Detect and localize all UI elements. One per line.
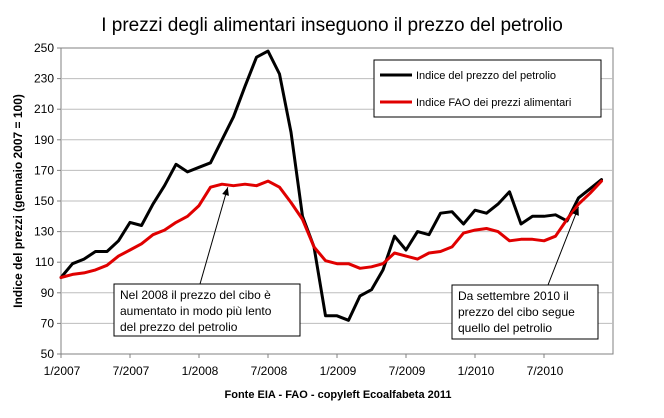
legend-label: Indice del prezzo del petrolio bbox=[416, 70, 556, 82]
x-tick-label: 1/2009 bbox=[320, 364, 357, 378]
annotation-arrow bbox=[547, 206, 579, 286]
y-tick-label: 190 bbox=[34, 133, 54, 147]
oil-price-line bbox=[59, 49, 603, 322]
y-tick-label: 90 bbox=[41, 286, 55, 300]
y-tick-label: 50 bbox=[41, 347, 55, 361]
y-tick-label: 70 bbox=[41, 316, 55, 330]
x-tick-label: 7/2009 bbox=[389, 364, 426, 378]
chart-title: I prezzi degli alimentari inseguono il p… bbox=[101, 15, 563, 36]
y-tick-label: 250 bbox=[34, 41, 54, 55]
annotation-text: quello del petrolio bbox=[458, 321, 552, 335]
legend: Indice del prezzo del petrolio Indice FAO… bbox=[373, 59, 602, 118]
annotation-text: prezzo del cibo segue bbox=[458, 305, 575, 319]
y-tick-label: 130 bbox=[34, 225, 54, 239]
x-tick-label: 1/2010 bbox=[458, 364, 495, 378]
annotations: Nel 2008 il prezzo del cibo è aumentato i… bbox=[113, 187, 599, 340]
y-tick-label: 170 bbox=[34, 163, 54, 177]
x-tick-label: 1/2007 bbox=[44, 364, 81, 378]
annotation-text: Nel 2008 il prezzo del cibo è bbox=[120, 288, 271, 302]
arrow-head bbox=[222, 187, 229, 196]
y-tick-label: 110 bbox=[35, 255, 54, 269]
legend-box bbox=[373, 59, 602, 118]
annotation-text: aumentato in modo più lento bbox=[120, 304, 272, 318]
food-price-line bbox=[59, 179, 603, 279]
annotation-box bbox=[451, 284, 599, 340]
x-tick-label: 7/2010 bbox=[527, 364, 564, 378]
y-axis-label: Indice del prezzi (gennaio 2007 = 100) bbox=[11, 94, 25, 308]
series-lines bbox=[59, 49, 603, 322]
x-tick-label: 1/2008 bbox=[182, 364, 219, 378]
source-caption: Fonte EIA - FAO - copyleft Ecoalfabeta 2… bbox=[225, 389, 452, 401]
annotation-arrow bbox=[199, 187, 229, 285]
x-tick-label: 7/2008 bbox=[251, 364, 288, 378]
x-tick-label: 7/2007 bbox=[113, 364, 150, 378]
y-ticks: 50 70 90 110 130 150 170 190 210 230 250 bbox=[34, 41, 61, 361]
legend-label: Indice FAO dei prezzi alimentari bbox=[416, 97, 571, 109]
y-tick-label: 230 bbox=[34, 72, 54, 86]
annotation-text: Da settembre 2010 il bbox=[458, 289, 569, 303]
x-ticks: 1/2007 7/2007 1/2008 7/2008 1/2009 7/2009 1/20… bbox=[44, 354, 564, 378]
y-tick-label: 150 bbox=[34, 194, 54, 208]
annotation-text: del prezzo del petrolio bbox=[120, 320, 238, 334]
y-tick-label: 210 bbox=[34, 102, 54, 116]
arrow-head bbox=[572, 207, 579, 216]
annotation-box bbox=[113, 283, 301, 337]
